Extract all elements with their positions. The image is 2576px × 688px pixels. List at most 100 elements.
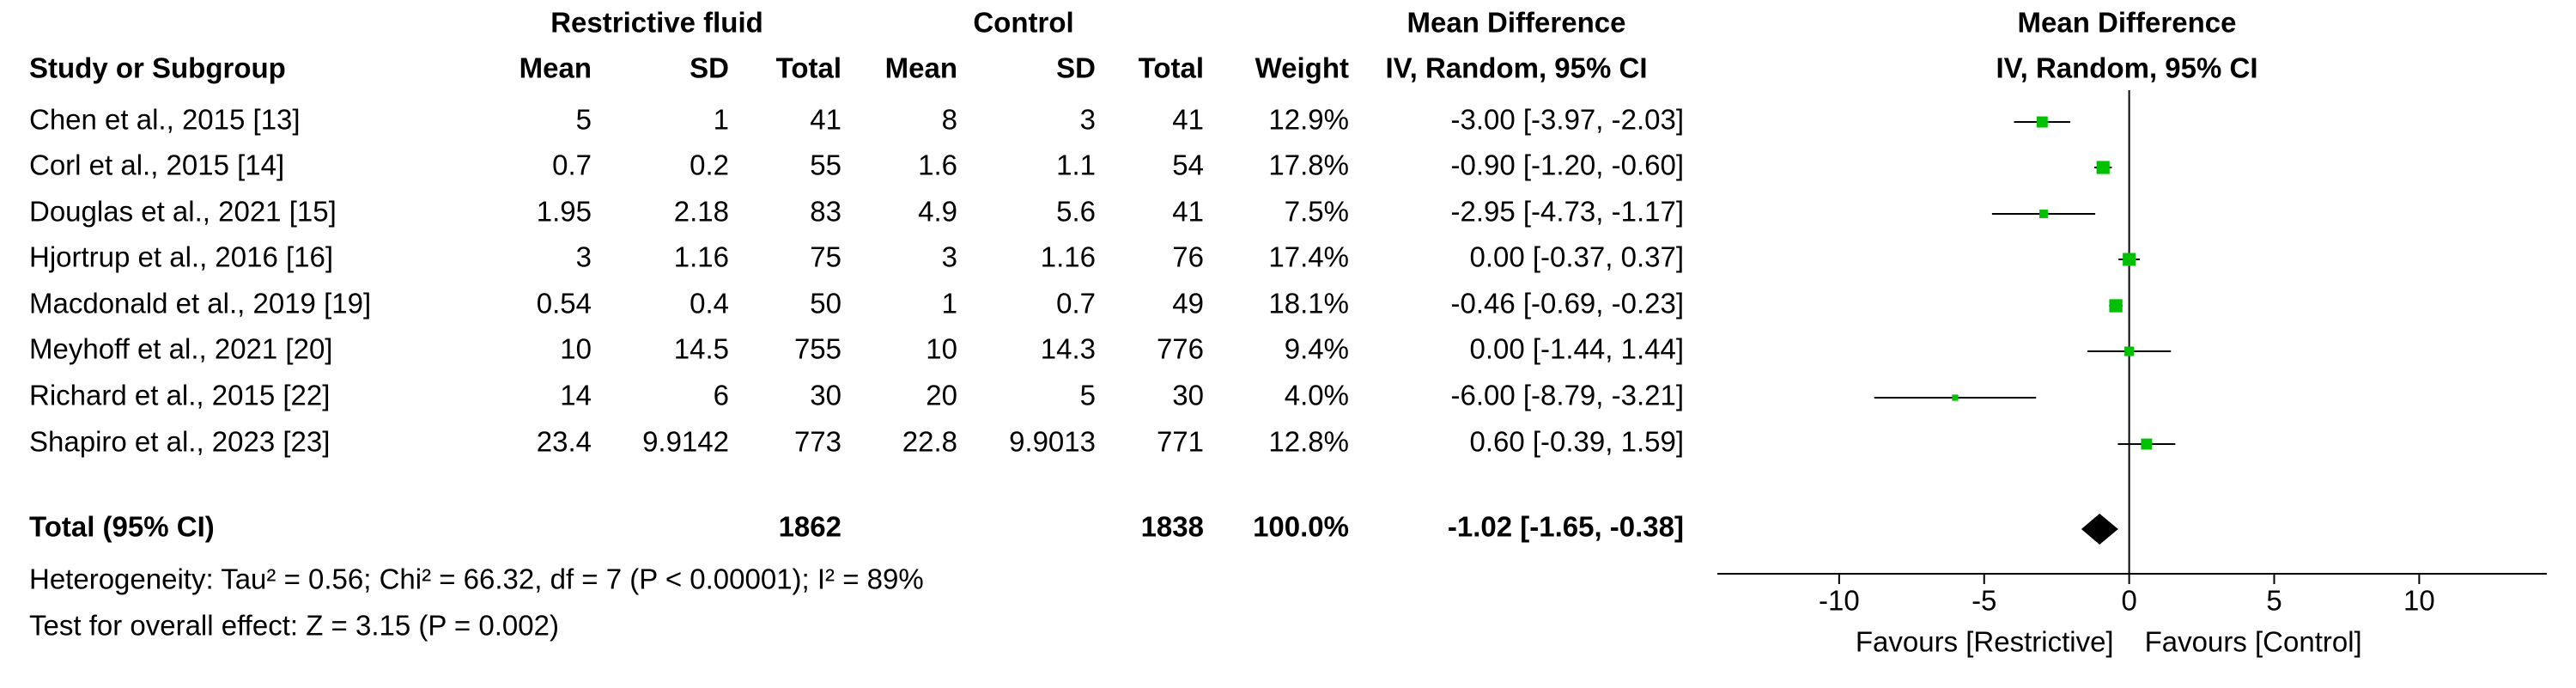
column-header: Total [1139,52,1204,84]
study-name: Hjortrup et al., 2016 [16] [29,241,333,273]
cell: 1 [714,104,729,136]
weight: 12.8% [1268,426,1349,458]
cell: 3 [1080,104,1096,136]
cell: 1 [942,288,957,320]
cell: 30 [1172,380,1204,411]
cell: 20 [926,380,957,411]
weight: 17.4% [1268,241,1349,273]
effect-header: Mean Difference [1407,7,1626,39]
weight: 17.8% [1268,149,1349,181]
cell: 6 [714,380,729,411]
weight: 12.9% [1268,104,1349,136]
cell: 773 [794,426,841,458]
cell: 5 [1080,380,1096,411]
cell: 1.16 [1041,241,1096,273]
effect-subheader: IV, Random, 95% CI [1385,52,1647,84]
study-name: Richard et al., 2015 [22] [29,380,330,411]
x-tick-label: 0 [2121,585,2136,617]
favours-right: Favours [Control] [2145,626,2362,658]
column-header: Total [776,52,841,84]
cell: 83 [810,196,841,228]
column-header: SD [690,52,729,84]
cell: 776 [1157,333,1204,365]
group-header: Restrictive fluid [550,7,763,39]
cell: 41 [1172,196,1204,228]
total-effect: -1.02 [-1.65, -0.38] [1448,511,1684,543]
study-name: Shapiro et al., 2023 [23] [29,426,330,458]
x-tick-label: -10 [1819,585,1860,617]
cell: 771 [1157,426,1204,458]
total-weight: 100.0% [1253,511,1349,543]
cell: 41 [1172,104,1204,136]
cell: 50 [810,288,841,320]
weight: 4.0% [1285,380,1349,411]
cell: 5 [576,104,592,136]
effect-square [2123,253,2136,266]
total-diamond [2081,514,2118,545]
effect-ci: -0.46 [-0.69, -0.23] [1451,288,1685,320]
cell: 1.16 [674,241,729,273]
plot-subheader: IV, Random, 95% CI [1996,52,2257,84]
cell: 14.3 [1041,333,1096,365]
cell: 0.7 [552,149,592,181]
effect-square [2141,438,2153,450]
heterogeneity: Heterogeneity: Tau² = 0.56; Chi² = 66.32… [29,563,924,595]
cell: 2.18 [674,196,729,228]
effect-ci: -3.00 [-3.97, -2.03] [1451,104,1685,136]
study-name: Meyhoff et al., 2021 [20] [29,333,332,365]
cell: 54 [1172,149,1204,181]
plot-header: Mean Difference [2018,7,2237,39]
weight: 9.4% [1285,333,1349,365]
cell: 76 [1172,241,1204,273]
effect-ci: -0.90 [-1.20, -0.60] [1451,149,1685,181]
x-tick-label: 10 [2403,585,2435,617]
cell: 10 [560,333,592,365]
effect-square [2109,299,2123,313]
cell: 0.54 [537,288,592,320]
cell: 55 [810,149,841,181]
cell: 3 [942,241,957,273]
group-header: Control [973,7,1073,39]
column-header: Study or Subgroup [29,52,286,84]
effect-square [2036,116,2048,128]
cell: 0.4 [690,288,729,320]
overall-effect: Test for overall effect: Z = 3.15 (P = 0… [29,610,559,642]
study-name: Corl et al., 2015 [14] [29,149,284,181]
x-tick-label: 5 [2266,585,2281,617]
cell: 4.9 [918,196,957,228]
cell: 9.9013 [1009,426,1096,458]
favours-left: Favours [Restrictive] [1856,626,2114,658]
study-name: Chen et al., 2015 [13] [29,104,301,136]
cell: 41 [810,104,841,136]
effect-ci: 0.60 [-0.39, 1.59] [1469,426,1684,458]
cell: 8 [942,104,957,136]
cell: 1.6 [918,149,957,181]
cell: 0.2 [690,149,729,181]
effect-square [2124,346,2135,356]
effect-square [1952,394,1959,401]
cell: 22.8 [902,426,957,458]
column-header: SD [1056,52,1096,84]
study-name: Douglas et al., 2021 [15] [29,196,337,228]
study-name: Macdonald et al., 2019 [19] [29,288,371,320]
effect-ci: 0.00 [-1.44, 1.44] [1469,333,1684,365]
cell: 14 [560,380,592,411]
x-tick-label: -5 [1971,585,1996,617]
column-header: Weight [1255,52,1349,84]
effect-ci: -6.00 [-8.79, -3.21] [1451,380,1685,411]
effect-ci: 0.00 [-0.37, 0.37] [1469,241,1684,273]
effect-ci: -2.95 [-4.73, -1.17] [1451,196,1685,228]
cell: 0.7 [1056,288,1096,320]
cell: 1.95 [537,196,592,228]
effect-square [2096,161,2110,174]
total-exp: 1862 [779,511,841,543]
cell: 3 [576,241,592,273]
total-name: Total (95% CI) [29,511,215,543]
cell: 10 [926,333,957,365]
cell: 1.1 [1056,149,1096,181]
weight: 18.1% [1268,288,1349,320]
cell: 9.9142 [642,426,729,458]
effect-square [2039,210,2048,218]
weight: 7.5% [1285,196,1349,228]
